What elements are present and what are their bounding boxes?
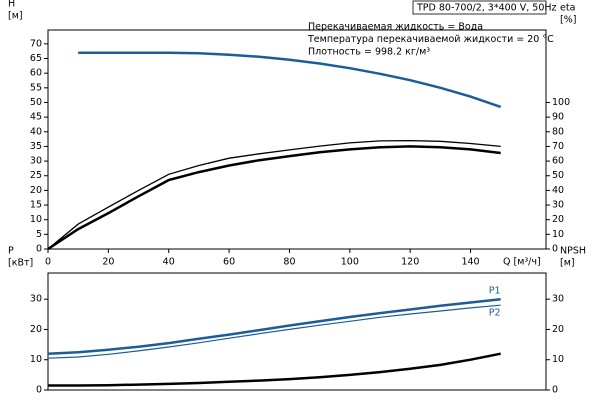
series-line <box>78 51 502 109</box>
y2-tick-label: 100 <box>552 97 570 108</box>
y-tick-label: 50 <box>30 97 42 108</box>
y-tick-label: 70 <box>30 38 42 49</box>
subtitle-box <box>412 0 547 15</box>
y2-tick-label: 30 <box>552 200 564 211</box>
y2-tick-label: 90 <box>552 112 564 123</box>
y2-tick-label: 0 <box>552 385 558 396</box>
y2-tick-label: 50 <box>552 170 564 181</box>
y-axis-label: [м] <box>8 11 23 22</box>
y-tick-label: 15 <box>30 200 42 211</box>
chart-subtitle: TPD 80-700/2, 3*400 V, 50Hz <box>416 3 557 14</box>
y-tick-label: 5 <box>36 229 42 240</box>
x-tick-label: 140 <box>461 257 479 268</box>
x-tick-label: 0 <box>45 257 51 268</box>
plot-frame <box>47 29 547 250</box>
y-tick-label: 25 <box>30 170 42 181</box>
series-line <box>48 352 501 387</box>
y-tick-label: 30 <box>30 156 42 167</box>
y2-tick-label: 10 <box>552 354 564 365</box>
x-tick-label: 40 <box>163 257 175 268</box>
y2-tick-label: 20 <box>552 324 564 335</box>
y2-axis-label: [%] <box>560 15 576 26</box>
y2-tick-label: 40 <box>552 185 564 196</box>
y2-axis-label: [м] <box>560 258 575 269</box>
x-axis-label: Q [м³/ч] <box>503 257 541 268</box>
y-tick-label: 0 <box>36 385 42 396</box>
y-tick-label: 60 <box>30 68 42 79</box>
plot-frame <box>47 272 547 391</box>
y-tick-label: 10 <box>30 214 42 225</box>
y-tick-label: 30 <box>30 294 42 305</box>
x-tick-label: 60 <box>223 257 235 268</box>
y-tick-label: 45 <box>30 112 42 123</box>
x-tick-label: 100 <box>341 257 359 268</box>
y-tick-label: 10 <box>30 354 42 365</box>
y-axis-label: P <box>8 246 14 257</box>
y2-axis-label: NPSH <box>560 246 586 257</box>
series-label: P1 <box>489 286 501 297</box>
annotation: Плотность = 998.2 кг/м³ <box>308 47 430 58</box>
y2-tick-label: 60 <box>552 156 564 167</box>
y2-tick-label: 10 <box>552 229 564 240</box>
x-tick-label: 80 <box>283 257 295 268</box>
series-line <box>47 297 501 355</box>
series-line <box>47 145 501 251</box>
y2-tick-label: 30 <box>552 294 564 305</box>
y2-tick-label: 20 <box>552 214 564 225</box>
y-tick-label: 20 <box>30 324 42 335</box>
y-tick-label: 35 <box>30 141 42 152</box>
y2-axis-label: eta <box>560 3 575 14</box>
x-tick-label: 20 <box>102 257 114 268</box>
y-axis-label: H <box>8 0 15 10</box>
series-line <box>47 139 501 250</box>
annotation: Температура перекачиваемой жидкости = 20… <box>307 34 554 45</box>
y2-tick-label: 80 <box>552 126 564 137</box>
y-tick-label: 0 <box>36 244 42 255</box>
series-line <box>47 304 501 359</box>
annotation: Перекачиваемая жидкость = Вода <box>308 22 483 33</box>
y-tick-label: 20 <box>30 185 42 196</box>
y-tick-label: 65 <box>30 53 42 64</box>
y-axis-label: [кВт] <box>8 258 33 269</box>
y-tick-label: 40 <box>30 126 42 137</box>
x-tick-label: 120 <box>401 257 419 268</box>
y2-tick-label: 70 <box>552 141 564 152</box>
y2-tick-label: 0 <box>552 244 558 255</box>
series-label: P2 <box>489 308 501 319</box>
y-tick-label: 55 <box>30 82 42 93</box>
